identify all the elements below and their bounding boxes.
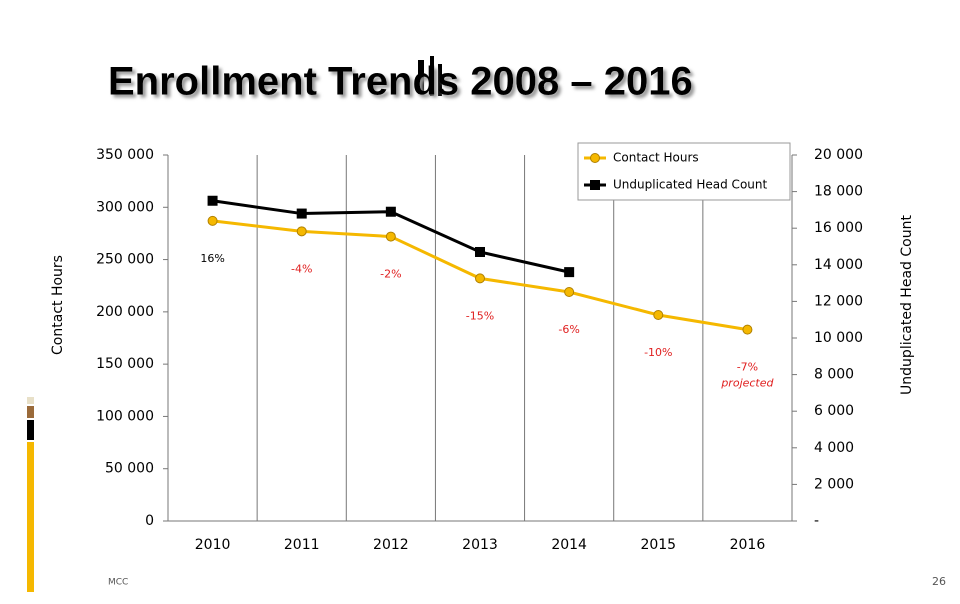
y-tick-label: 250 000 — [96, 252, 154, 268]
point — [296, 208, 307, 219]
y-tick-label: 100 000 — [96, 408, 154, 424]
x-tick-label: 2013 — [462, 537, 498, 553]
legend-label: Contact Hours — [613, 151, 699, 165]
y2-tick-label: 10 000 — [814, 330, 863, 346]
annotation: -10% — [644, 346, 672, 359]
point — [385, 231, 396, 242]
y-axis-label: Contact Hours — [50, 255, 66, 355]
y2-tick-label: 8 000 — [814, 367, 854, 383]
annotation: -2% — [380, 268, 401, 281]
annotation: -7% — [737, 361, 758, 374]
y-tick-label: 350 000 — [96, 147, 154, 163]
slide-title: Enrollment Trends 2008 – 2016 — [108, 60, 693, 104]
point — [385, 206, 396, 217]
x-tick-label: 2011 — [284, 537, 320, 553]
y2-tick-label: - — [814, 513, 819, 529]
point — [296, 226, 307, 237]
x-tick-label: 2016 — [730, 537, 766, 553]
footer-left: MCC — [108, 578, 128, 588]
x-tick-label: 2012 — [373, 537, 409, 553]
legend-box — [577, 142, 791, 201]
y2-tick-label: 18 000 — [814, 184, 863, 200]
y2-tick-label: 6 000 — [814, 403, 854, 419]
annotation: -15% — [466, 309, 494, 322]
legend-marker — [590, 153, 600, 163]
y-tick-label: 50 000 — [105, 461, 154, 477]
x-tick-label: 2010 — [195, 537, 231, 553]
y-tick-label: 200 000 — [96, 304, 154, 320]
y2-axis-label: Unduplicated Head Count — [899, 215, 915, 395]
legend-marker — [590, 180, 600, 190]
point — [475, 273, 485, 284]
y2-tick-label: 16 000 — [814, 220, 863, 236]
y2-tick-label: 20 000 — [814, 147, 863, 163]
corner-icon — [418, 56, 442, 96]
annotation: -6% — [558, 323, 579, 336]
point — [207, 195, 218, 206]
x-tick-label: 2015 — [640, 537, 676, 553]
annotation: 16% — [200, 252, 224, 265]
page-number: 26 — [932, 575, 946, 588]
point — [207, 215, 218, 226]
annotation-note: projected — [720, 377, 774, 390]
y2-tick-label: 14 000 — [814, 257, 863, 273]
point — [475, 246, 485, 257]
legend-label: Unduplicated Head Count — [613, 178, 767, 192]
y-tick-label: 150 000 — [96, 356, 154, 372]
point — [564, 267, 575, 278]
y-tick-label: 300 000 — [96, 199, 154, 215]
y2-tick-label: 12 000 — [814, 293, 863, 309]
y2-tick-label: 4 000 — [814, 440, 854, 456]
y-tick-label: 0 — [145, 513, 154, 529]
y2-tick-label: 2 000 — [814, 476, 854, 492]
annotation: -4% — [291, 262, 312, 275]
x-tick-label: 2014 — [551, 537, 587, 553]
point — [564, 286, 575, 297]
point — [742, 324, 753, 335]
point — [653, 309, 664, 320]
side-bar — [27, 397, 34, 592]
